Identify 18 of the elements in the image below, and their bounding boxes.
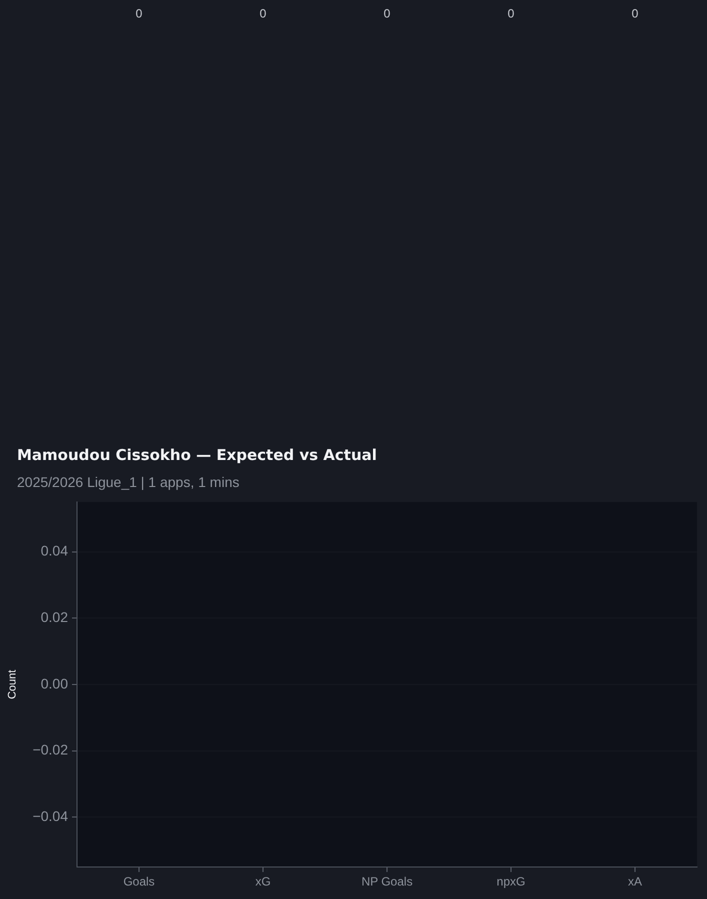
data-label: 0 <box>632 6 639 20</box>
y-tick-label: 0.00 <box>40 675 68 692</box>
x-tick-label: xG <box>255 874 271 889</box>
x-tick-label: NP Goals <box>361 874 413 889</box>
x-tick-label: Goals <box>123 874 155 889</box>
x-tick-label: xA <box>628 874 642 889</box>
y-tick-label: 0.04 <box>40 542 68 559</box>
y-axis-title: Count <box>6 670 19 700</box>
chart-title: Mamoudou Cissokho — Expected vs Actual <box>17 446 377 464</box>
data-label: 0 <box>260 6 267 20</box>
chart-subtitle: 2025/2026 Ligue_1 | 1 apps, 1 mins <box>17 474 240 490</box>
y-tick-label: 0.02 <box>40 608 68 625</box>
y-tick-label: −0.02 <box>32 742 68 758</box>
data-label: 0 <box>384 6 391 20</box>
x-tick-label: npxG <box>496 874 526 889</box>
data-label: 0 <box>508 6 515 20</box>
y-tick-label: −0.04 <box>32 808 68 824</box>
data-label: 0 <box>136 6 143 20</box>
